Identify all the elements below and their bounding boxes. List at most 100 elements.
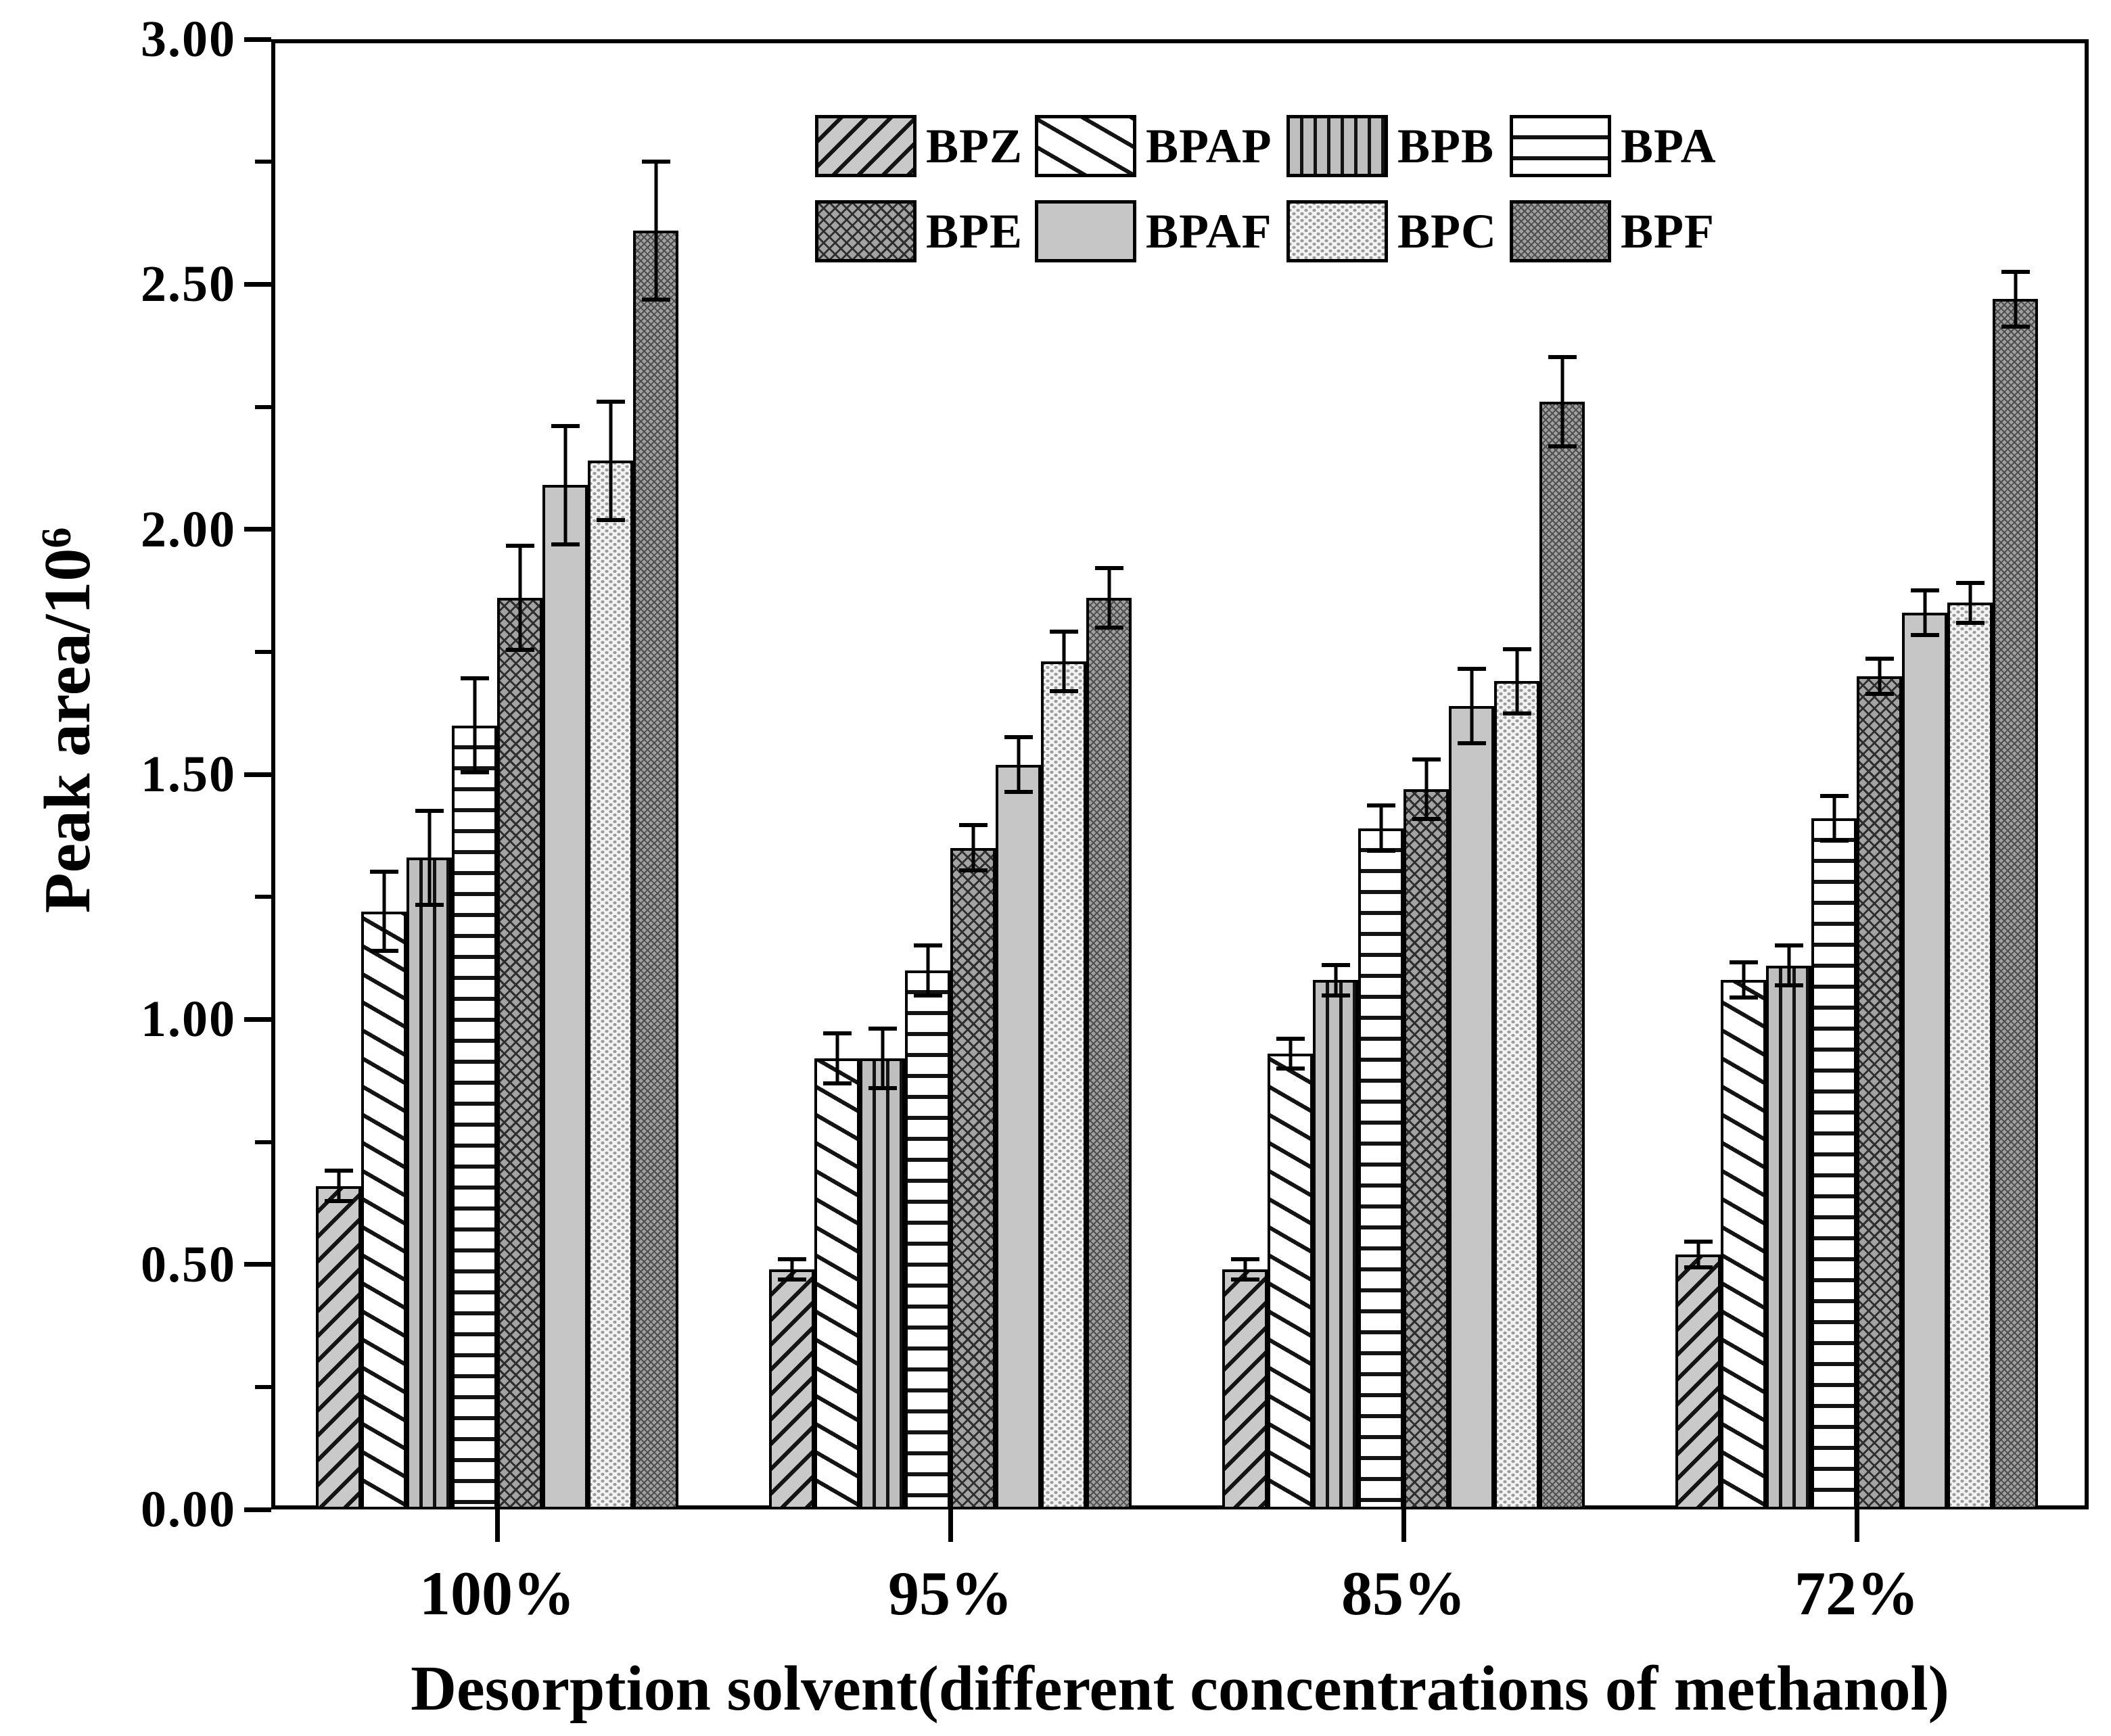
error-bar-cap-bottom xyxy=(1729,995,1758,1000)
error-bar-bpa-72% xyxy=(1811,793,1857,843)
bar-bpap-95% xyxy=(814,1058,860,1509)
error-bar-line xyxy=(563,423,567,547)
error-bar-cap-top xyxy=(1412,757,1441,761)
legend-swatch-bpz xyxy=(815,115,917,177)
error-bar-line xyxy=(1243,1257,1247,1282)
error-bar-cap-bottom xyxy=(1049,689,1078,694)
error-bar-line xyxy=(790,1257,793,1282)
error-bar-cap-top xyxy=(777,1257,806,1261)
error-bar-bpaf-95% xyxy=(996,735,1041,794)
bar-bpa-100% xyxy=(452,725,497,1509)
error-bar-bpz-85% xyxy=(1222,1257,1268,1282)
error-bar-cap-top xyxy=(868,1027,897,1031)
error-bar-bpap-95% xyxy=(814,1031,860,1086)
error-bar-line xyxy=(654,159,657,302)
error-bar-cap-top xyxy=(1457,666,1486,671)
legend-item-bpb: BPB xyxy=(1286,115,1510,177)
x-tick xyxy=(1401,1509,1406,1542)
error-bar-line xyxy=(1334,962,1337,998)
error-bar-line xyxy=(1107,566,1111,630)
error-bar-bpa-95% xyxy=(905,943,950,998)
error-bar-cap-bottom xyxy=(1865,692,1894,697)
error-bar-cap-bottom xyxy=(1321,993,1350,998)
y-axis-title: Peak area/106 xyxy=(31,527,104,914)
error-bar-cap-top xyxy=(324,1169,353,1173)
error-bar-line xyxy=(881,1027,884,1091)
legend-swatch-bpf xyxy=(1510,200,1611,262)
error-bar-line xyxy=(1515,647,1518,716)
error-bar-cap-top xyxy=(2001,269,2030,274)
y-tick-label: 2.50 xyxy=(141,256,236,313)
error-bar-cap-top xyxy=(1819,793,1849,798)
error-bar-cap-top xyxy=(415,808,444,813)
bar-bpe-95% xyxy=(950,847,996,1509)
error-bar-cap-bottom xyxy=(822,1081,852,1086)
bar-bpe-72% xyxy=(1857,676,1902,1509)
error-bar-bpb-72% xyxy=(1766,943,1811,988)
error-bar-line xyxy=(1289,1036,1292,1071)
error-bar-cap-top xyxy=(1502,647,1531,651)
bar-bpz-72% xyxy=(1675,1254,1721,1509)
legend-item-bpz: BPZ xyxy=(815,115,1035,177)
error-bar-line xyxy=(1878,657,1881,697)
x-category-label: 72% xyxy=(1794,1559,1919,1628)
error-bar-bpap-85% xyxy=(1268,1036,1313,1071)
error-bar-cap-bottom xyxy=(505,647,534,652)
error-bar-cap-top xyxy=(505,544,534,548)
error-bar-line xyxy=(926,943,929,998)
error-bar-line xyxy=(835,1031,839,1086)
y-axis-title-exponent: 6 xyxy=(34,527,80,548)
error-bar-cap-top xyxy=(1910,588,1939,592)
bar-bpap-100% xyxy=(361,911,407,1509)
error-bar-line xyxy=(337,1169,340,1204)
error-bar-line xyxy=(1923,588,1926,638)
bar-bpz-100% xyxy=(316,1186,361,1509)
legend-swatch-bpa xyxy=(1510,115,1611,177)
y-major-tick xyxy=(244,1016,271,1022)
error-bar-bpf-100% xyxy=(633,159,678,302)
bar-bpz-85% xyxy=(1222,1269,1268,1509)
error-bar-cap-top xyxy=(1366,803,1395,808)
error-bar-cap-top xyxy=(1049,630,1078,634)
error-bar-cap-bottom xyxy=(1910,633,1939,638)
bar-bpf-72% xyxy=(1993,299,2038,1509)
bar-bpaf-72% xyxy=(1902,612,1947,1509)
error-bar-cap-bottom xyxy=(415,902,444,907)
error-bar-bpf-72% xyxy=(1993,269,2038,329)
error-bar-cap-top xyxy=(1548,355,1577,360)
bar-bpf-85% xyxy=(1539,402,1585,1509)
legend-label-bpz: BPZ xyxy=(926,119,1023,173)
error-bar-bpe-95% xyxy=(950,823,996,872)
error-bar-bpb-95% xyxy=(860,1027,905,1091)
error-bar-line xyxy=(1062,630,1065,694)
error-bar-cap-bottom xyxy=(1774,983,1803,988)
error-bar-bpf-85% xyxy=(1539,355,1585,449)
error-bar-cap-top xyxy=(369,870,398,874)
error-bar-cap-top xyxy=(1276,1036,1305,1041)
error-bar-cap-bottom xyxy=(777,1277,806,1282)
error-bar-bpaf-72% xyxy=(1902,588,1947,638)
error-bar-bpa-85% xyxy=(1358,803,1404,853)
error-bar-bpz-95% xyxy=(769,1257,814,1282)
bar-bpb-95% xyxy=(860,1058,905,1509)
x-category-label: 95% xyxy=(888,1559,1013,1628)
bar-bpe-85% xyxy=(1404,789,1449,1509)
legend-item-bpap: BPAP xyxy=(1035,115,1286,177)
bar-bpb-72% xyxy=(1766,965,1811,1509)
legend-label-bpap: BPAP xyxy=(1146,119,1272,173)
error-bar-line xyxy=(1787,943,1790,988)
bar-bpc-85% xyxy=(1494,681,1539,1509)
legend-item-bpf: BPF xyxy=(1510,200,1717,262)
y-major-tick xyxy=(244,37,271,42)
error-bar-cap-top xyxy=(1684,1240,1713,1244)
error-bar-cap-bottom xyxy=(1276,1066,1305,1071)
error-bar-bpa-100% xyxy=(452,676,497,774)
error-bar-cap-bottom xyxy=(460,770,489,774)
error-bar-line xyxy=(382,870,386,954)
error-bar-line xyxy=(1696,1240,1700,1269)
error-bar-cap-bottom xyxy=(1094,626,1123,630)
error-bar-cap-bottom xyxy=(1004,789,1033,794)
legend-label-bpf: BPF xyxy=(1621,204,1715,258)
error-bar-bpc-100% xyxy=(588,399,633,522)
bar-bpz-95% xyxy=(769,1269,814,1509)
